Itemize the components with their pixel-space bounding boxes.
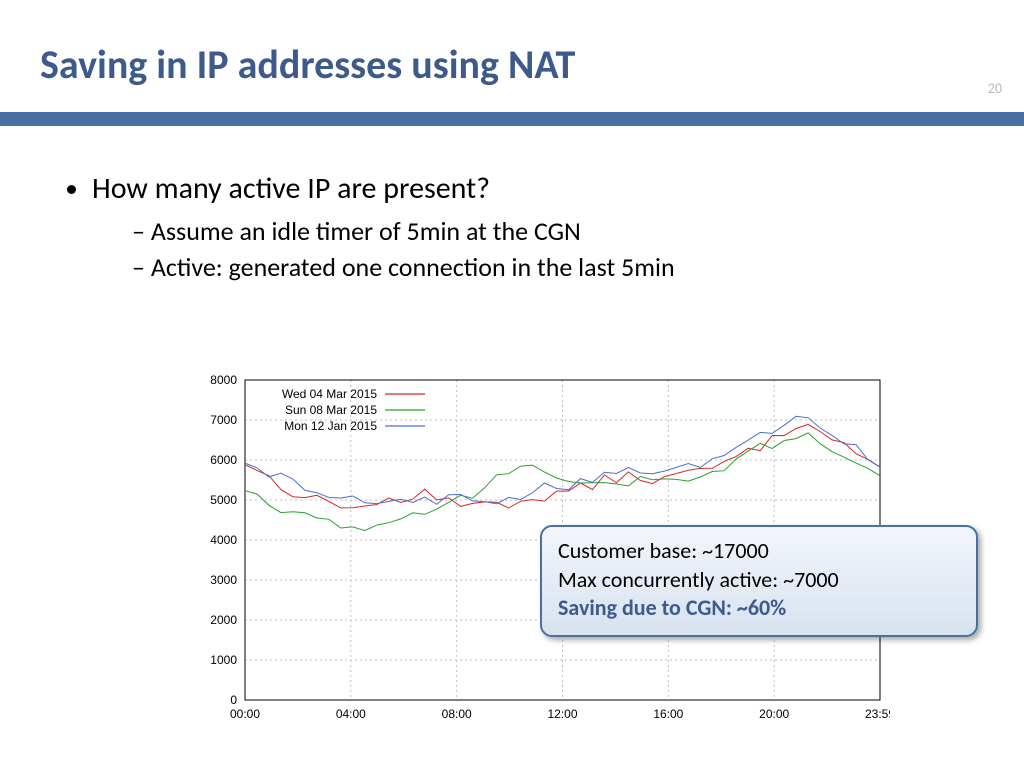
- callout-line3: Saving due to CGN: ~60%: [558, 594, 960, 623]
- svg-text:04:00: 04:00: [336, 707, 366, 721]
- title-rule: [0, 112, 1024, 126]
- bullet-sub2: Active: generated one connection in the …: [132, 251, 984, 283]
- svg-text:Wed 04 Mar 2015: Wed 04 Mar 2015: [282, 387, 377, 401]
- svg-text:6000: 6000: [210, 453, 237, 467]
- summary-callout: Customer base: ~17000 Max concurrently a…: [540, 525, 978, 637]
- svg-text:7000: 7000: [210, 413, 237, 427]
- svg-text:00:00: 00:00: [230, 707, 260, 721]
- callout-line1: Customer base: ~17000: [558, 537, 960, 566]
- slide-title: Saving in IP addresses using NAT: [40, 40, 575, 89]
- slide-body: How many active IP are present? Assume a…: [62, 170, 984, 295]
- svg-text:16:00: 16:00: [653, 707, 683, 721]
- svg-text:1000: 1000: [210, 653, 237, 667]
- page-number: 20: [988, 80, 1002, 97]
- bullet-sub1: Assume an idle timer of 5min at the CGN: [132, 215, 984, 247]
- svg-text:8000: 8000: [210, 373, 237, 387]
- bullet-main: How many active IP are present?: [92, 170, 490, 207]
- callout-line2: Max concurrently active: ~7000: [558, 566, 960, 595]
- svg-text:20:00: 20:00: [759, 707, 789, 721]
- svg-text:08:00: 08:00: [442, 707, 472, 721]
- svg-text:Mon 12 Jan 2015: Mon 12 Jan 2015: [284, 419, 377, 433]
- svg-text:4000: 4000: [210, 533, 237, 547]
- svg-text:3000: 3000: [210, 573, 237, 587]
- svg-text:12:00: 12:00: [547, 707, 577, 721]
- svg-text:23:59: 23:59: [865, 707, 890, 721]
- svg-text:5000: 5000: [210, 493, 237, 507]
- svg-text:Sun 08 Mar 2015: Sun 08 Mar 2015: [285, 403, 377, 417]
- svg-text:2000: 2000: [210, 613, 237, 627]
- svg-text:0: 0: [230, 693, 237, 707]
